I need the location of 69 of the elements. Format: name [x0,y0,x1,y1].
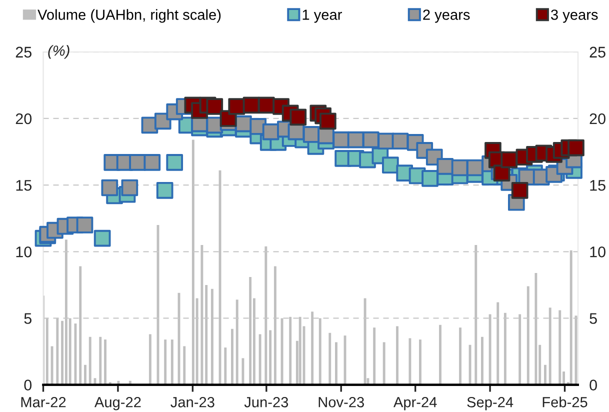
bar [74,324,77,385]
y-tick-label: 10 [16,246,32,258]
bar [84,364,86,385]
bar [544,364,546,385]
point [76,216,94,234]
point [156,182,174,199]
point [382,156,399,174]
bar [104,340,106,385]
bar [224,348,227,385]
bar [242,358,244,385]
bar [335,342,338,385]
bar [88,336,92,385]
point [511,182,528,199]
x-tick-label: Mar-22 [21,397,66,408]
y2-tick-label: 20 [590,113,606,124]
y2-tick-label: 25 [590,46,606,58]
point [101,179,118,196]
point [228,98,246,115]
x-tick-label: Jan-23 [170,397,214,408]
point [166,154,184,171]
y-tick-label: 15 [16,180,32,191]
legend-label: 2 years [423,10,470,23]
bar [439,324,442,385]
x-tick-label: Apr-24 [393,397,437,410]
bar [230,328,234,385]
bar [382,342,386,385]
bar [99,336,102,385]
bar [481,336,484,385]
y-axis-title: (%) [48,45,70,59]
bar [396,326,398,385]
bar [170,340,174,385]
point [466,159,484,176]
bar [408,338,412,385]
x-tick-label: Feb-25 [542,396,588,408]
point [290,108,307,126]
y2-tick-label: 10 [590,246,606,258]
point [436,158,454,175]
point [500,151,518,168]
point [121,179,138,196]
point [568,139,584,156]
y-tick-label: 20 [16,113,32,124]
bar [269,330,272,385]
y2-tick-label: 5 [590,313,597,324]
bar [328,332,332,385]
bar [148,334,152,385]
point [422,170,438,187]
bar [459,328,462,385]
bar [164,340,167,385]
bar [418,340,422,385]
y2-tick-label: 0 [590,380,597,390]
bar [373,328,376,385]
x-tick-label: Sep-24 [467,397,514,410]
point [206,98,224,115]
x-tick-label: Aug-22 [94,397,141,410]
y2-tick-label: 15 [590,180,606,191]
point [320,112,336,130]
y-tick-label: 5 [24,313,32,324]
point [144,154,161,171]
bar [183,346,186,385]
legend-label: 3 years [551,10,598,23]
legend-label: 1 year [302,10,342,23]
legend-label: Volume (UAHbn, right scale) [38,9,221,23]
x-tick-label: Nov-23 [318,397,364,408]
x-tick-label: Jun-23 [244,397,288,408]
point [94,230,111,247]
y-tick-label: 25 [16,46,32,58]
point [392,132,409,150]
bar [258,334,262,385]
y-tick-label: 0 [24,380,32,390]
